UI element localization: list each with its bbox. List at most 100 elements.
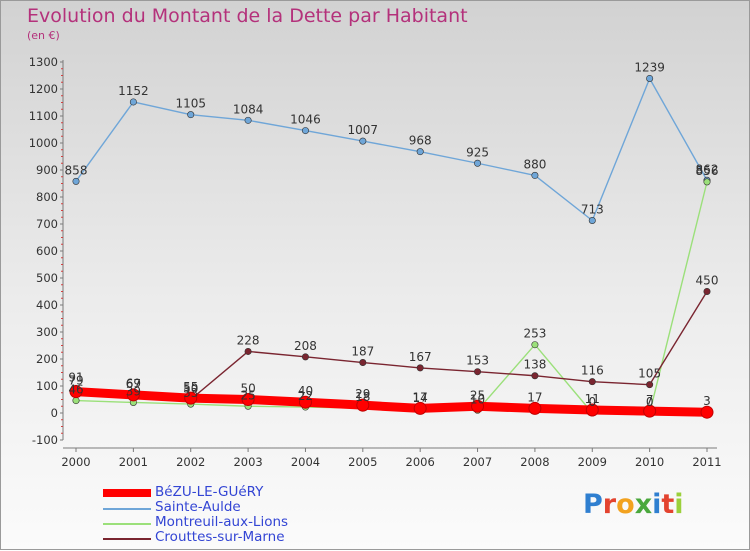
data-label: 67 xyxy=(126,377,141,391)
x-tick-label: 2003 xyxy=(233,455,262,469)
data-point xyxy=(184,391,198,405)
data-point xyxy=(301,353,309,361)
chart-title: Evolution du Montant de la Dette par Hab… xyxy=(27,5,468,27)
data-label: 18 xyxy=(355,390,370,404)
legend-item-series-1: BéZU-LE-GUéRY xyxy=(103,484,363,500)
data-label: 22 xyxy=(298,389,313,403)
legend-label: Crouttes-sur-Marne xyxy=(155,529,285,545)
data-point xyxy=(474,159,482,167)
data-point xyxy=(531,372,539,380)
x-tick-label: 2011 xyxy=(692,455,721,469)
logo-letter: t xyxy=(661,489,675,520)
data-label: 33 xyxy=(183,386,198,400)
data-point xyxy=(703,287,711,295)
data-point xyxy=(643,404,657,418)
y-tick-label: 100 xyxy=(36,379,58,393)
data-label: 10 xyxy=(470,392,485,406)
data-label: 116 xyxy=(581,364,604,378)
data-label: 138 xyxy=(523,358,546,372)
data-point xyxy=(72,177,80,185)
data-point xyxy=(531,171,539,179)
data-label: 1046 xyxy=(290,113,321,127)
data-point xyxy=(187,111,195,119)
data-label: 253 xyxy=(523,327,546,341)
logo-letter: x xyxy=(634,489,653,520)
logo-letter: r xyxy=(602,489,617,520)
data-label: 228 xyxy=(237,333,260,347)
legend-label: Sainte-Aulde xyxy=(155,499,241,515)
series-line-1 xyxy=(71,387,712,417)
data-point xyxy=(416,148,424,156)
y-tick-label: -100 xyxy=(32,433,58,447)
legend-label: BéZU-LE-GUéRY xyxy=(155,484,264,500)
x-tick-label: 2008 xyxy=(520,455,549,469)
data-label: 0 xyxy=(588,395,596,409)
data-point xyxy=(646,381,654,389)
data-point xyxy=(244,347,252,355)
legend-item-series-2: Sainte-Aulde xyxy=(103,499,363,515)
data-point xyxy=(359,359,367,367)
data-label: 858 xyxy=(65,163,88,177)
data-point xyxy=(588,378,596,386)
y-tick-label: 0 xyxy=(51,406,58,420)
data-label: 862 xyxy=(696,162,719,176)
data-point xyxy=(474,368,482,376)
data-label: 7 xyxy=(646,393,654,407)
data-point xyxy=(588,216,596,224)
legend-swatch xyxy=(103,489,151,497)
data-point xyxy=(413,401,427,415)
data-label: 880 xyxy=(523,157,546,171)
y-tick-label: 600 xyxy=(36,244,58,258)
data-point xyxy=(356,398,370,412)
data-label: 91 xyxy=(68,370,83,384)
data-point xyxy=(471,399,485,413)
data-label: 25 xyxy=(240,388,255,402)
y-tick-label: 1300 xyxy=(29,55,58,69)
series-line-2 xyxy=(75,77,708,222)
data-point xyxy=(531,341,539,349)
axes: -100010020030040050060070080090010001100… xyxy=(29,55,722,469)
data-point xyxy=(359,137,367,145)
x-tick-label: 2006 xyxy=(406,455,435,469)
legend: BéZU-LE-GUéRY Sainte-Aulde Montreuil-aux… xyxy=(103,484,363,545)
data-label: 50 xyxy=(240,382,255,396)
y-tick-label: 1200 xyxy=(29,82,58,96)
data-label: 1105 xyxy=(175,97,206,111)
data-point xyxy=(416,364,424,372)
data-label: 3 xyxy=(703,394,711,408)
x-tick-label: 2004 xyxy=(291,455,320,469)
chart-subtitle: (en €) xyxy=(27,29,60,42)
data-label: 17 xyxy=(413,390,428,404)
x-tick-label: 2001 xyxy=(119,455,148,469)
data-label: 1152 xyxy=(118,84,149,98)
data-label: 11 xyxy=(585,392,600,406)
y-tick-label: 800 xyxy=(36,190,58,204)
y-tick-label: 300 xyxy=(36,325,58,339)
data-label: 69 xyxy=(126,376,141,390)
data-label: 925 xyxy=(466,145,489,159)
data-point xyxy=(244,116,252,124)
data-point xyxy=(301,127,309,135)
data-label: 46 xyxy=(68,383,83,397)
data-point xyxy=(585,403,599,417)
series-line-4 xyxy=(75,290,708,401)
data-label: 105 xyxy=(638,367,661,381)
series-line-3 xyxy=(75,181,708,414)
data-label: 17 xyxy=(527,390,542,404)
data-point xyxy=(129,98,137,106)
proxiti-logo: Proxiti xyxy=(583,489,684,520)
y-tick-label: 200 xyxy=(36,352,58,366)
legend-swatch xyxy=(103,538,151,540)
data-point xyxy=(700,405,714,419)
data-label: 1007 xyxy=(348,123,379,137)
data-label: 79 xyxy=(68,374,83,388)
data-label: 14 xyxy=(413,391,428,405)
logo-letter: o xyxy=(616,489,635,520)
data-label: 153 xyxy=(466,354,489,368)
series-points xyxy=(69,74,714,419)
data-label: 1084 xyxy=(233,102,264,116)
legend-label: Montreuil-aux-Lions xyxy=(155,514,289,530)
data-label: 208 xyxy=(294,339,317,353)
